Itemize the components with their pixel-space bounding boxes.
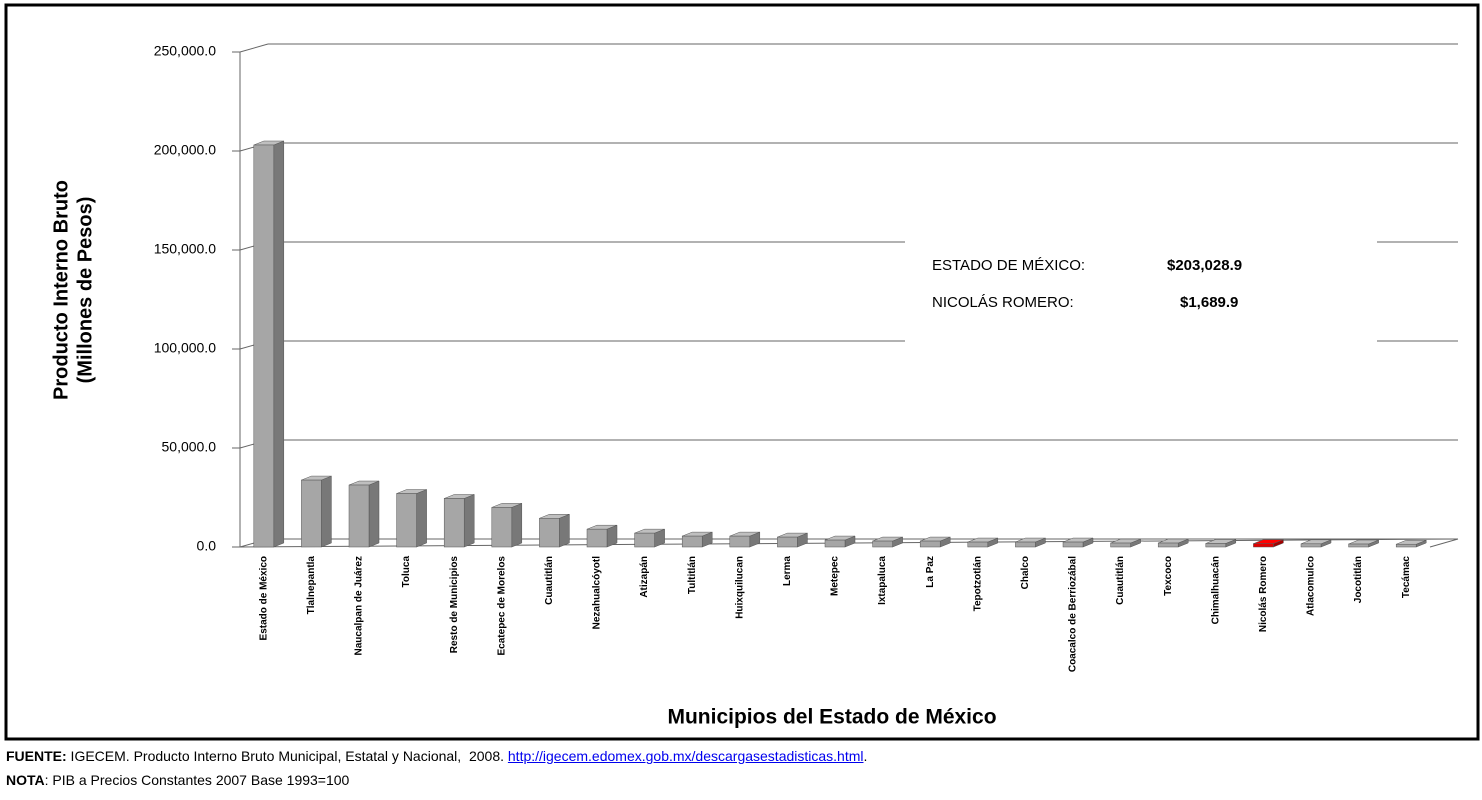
- bar: [443, 498, 465, 548]
- bar: [1015, 541, 1036, 548]
- x-tick-label: Cuautitlán: [1115, 556, 1126, 605]
- y-tick-label: 200,000.0: [154, 142, 216, 158]
- bar: [586, 528, 608, 548]
- y-tick-label: 0.0: [197, 538, 217, 554]
- y-tick-label: 250,000.0: [154, 43, 216, 59]
- note-line: NOTA: PIB a Precios Constantes 2007 Base…: [6, 772, 349, 788]
- grid-line: [239, 43, 269, 53]
- bar: [729, 535, 751, 548]
- annotation-label: NICOLÁS ROMERO:: [932, 294, 1074, 311]
- bar: [872, 540, 893, 548]
- annotation-value: $1,689.9: [1180, 294, 1238, 311]
- bar-side: [416, 489, 427, 548]
- x-tick-label: Coacalco de Berriozábal: [1068, 556, 1079, 672]
- x-tick-label: Cuautitlán: [544, 556, 555, 605]
- bar: [1395, 543, 1417, 548]
- bar: [681, 535, 703, 548]
- x-tick-label: Estado de México: [258, 556, 269, 640]
- x-tick-label: Tlalnepantla: [306, 556, 317, 615]
- x-tick-label: Ixtapaluca: [877, 556, 888, 605]
- x-tick-label: Tepotzotlán: [972, 556, 983, 611]
- source-text: IGECEM. Producto Interno Bruto Municipal…: [66, 748, 508, 764]
- bar-side: [273, 140, 285, 548]
- x-tick-label: Tecámac: [1401, 556, 1412, 599]
- x-tick-label: Nezahualcóyotl: [592, 556, 603, 630]
- x-tick-label: Metepec: [830, 556, 841, 596]
- bar: [634, 532, 655, 548]
- y-axis-title: (Millones de Pesos): [74, 197, 96, 384]
- bar: [1348, 543, 1369, 548]
- x-tick-label: Toluca: [401, 556, 412, 588]
- y-tick-label: 100,000.0: [154, 340, 216, 356]
- bar: [396, 493, 417, 548]
- source-end: .: [863, 748, 868, 764]
- note-text: : PIB a Precios Constantes 2007 Base 199…: [44, 772, 350, 788]
- source-line: FUENTE: IGECEM. Producto Interno Bruto M…: [6, 748, 867, 764]
- bar-side: [463, 494, 475, 548]
- x-tick-label: Naucalpan de Juárez: [354, 556, 365, 655]
- chart: 0.0 50,000.0 100,000.0 150,000.0 200,000.0 25…: [4, 3, 1480, 741]
- bar: [491, 507, 513, 548]
- bar: [1253, 543, 1274, 548]
- bar: [301, 479, 322, 548]
- x-tick-label: Chalco: [1020, 556, 1031, 589]
- x-tick-label: Lerma: [782, 556, 793, 586]
- bar: [253, 144, 275, 548]
- y-tick-label: 150,000.0: [154, 241, 216, 257]
- note-label: NOTA: [6, 772, 45, 788]
- x-tick-label: Resto de Municipios: [449, 556, 460, 654]
- x-tick-label: Huixquilucan: [734, 556, 745, 619]
- x-tick-label: Chimalhuacán: [1210, 556, 1221, 624]
- x-tick-label: Jocotitlán: [1353, 556, 1364, 603]
- bar: [1157, 542, 1179, 548]
- x-tick-label: Texcoco: [1163, 556, 1174, 596]
- x-axis-title: Municipios del Estado de México: [667, 706, 996, 729]
- chart-border: [4, 3, 1480, 741]
- bar-side: [321, 475, 332, 548]
- x-tick-label: Atlacomulco: [1306, 556, 1317, 616]
- annotation-box: [905, 226, 1377, 346]
- bar: [348, 484, 370, 548]
- x-tick-label: Nicolás Romero: [1258, 556, 1269, 632]
- y-tick-label: 50,000.0: [162, 439, 217, 455]
- bar: [967, 541, 989, 548]
- bar-side: [559, 513, 570, 548]
- source-label: FUENTE:: [6, 748, 67, 764]
- bar-side: [511, 503, 523, 548]
- source-link[interactable]: http://igecem.edomex.gob.mx/descargasest…: [507, 748, 864, 764]
- bar: [919, 540, 941, 548]
- x-tick-label: Tultitlán: [687, 556, 698, 594]
- bar-side: [368, 480, 380, 548]
- bar: [824, 539, 846, 548]
- x-tick-label: Atizapán: [639, 556, 650, 598]
- floor-line: [1429, 538, 1459, 548]
- bar: [539, 518, 560, 548]
- y-axis-title: Producto Interno Bruto: [50, 180, 72, 400]
- bar: [1205, 543, 1227, 548]
- x-tick-label: La Paz: [925, 556, 936, 588]
- x-tick-label: Ecatepec de Morelos: [496, 556, 507, 656]
- bar: [1062, 541, 1084, 548]
- bars: Estado de México Tlalnepantla Naucalpan de…: [253, 140, 1427, 672]
- annotation-value: $203,028.9: [1167, 257, 1242, 274]
- bar: [777, 536, 798, 548]
- bar: [1300, 543, 1322, 548]
- bar: [1110, 542, 1131, 548]
- annotation-label: ESTADO DE MÉXICO:: [932, 257, 1085, 274]
